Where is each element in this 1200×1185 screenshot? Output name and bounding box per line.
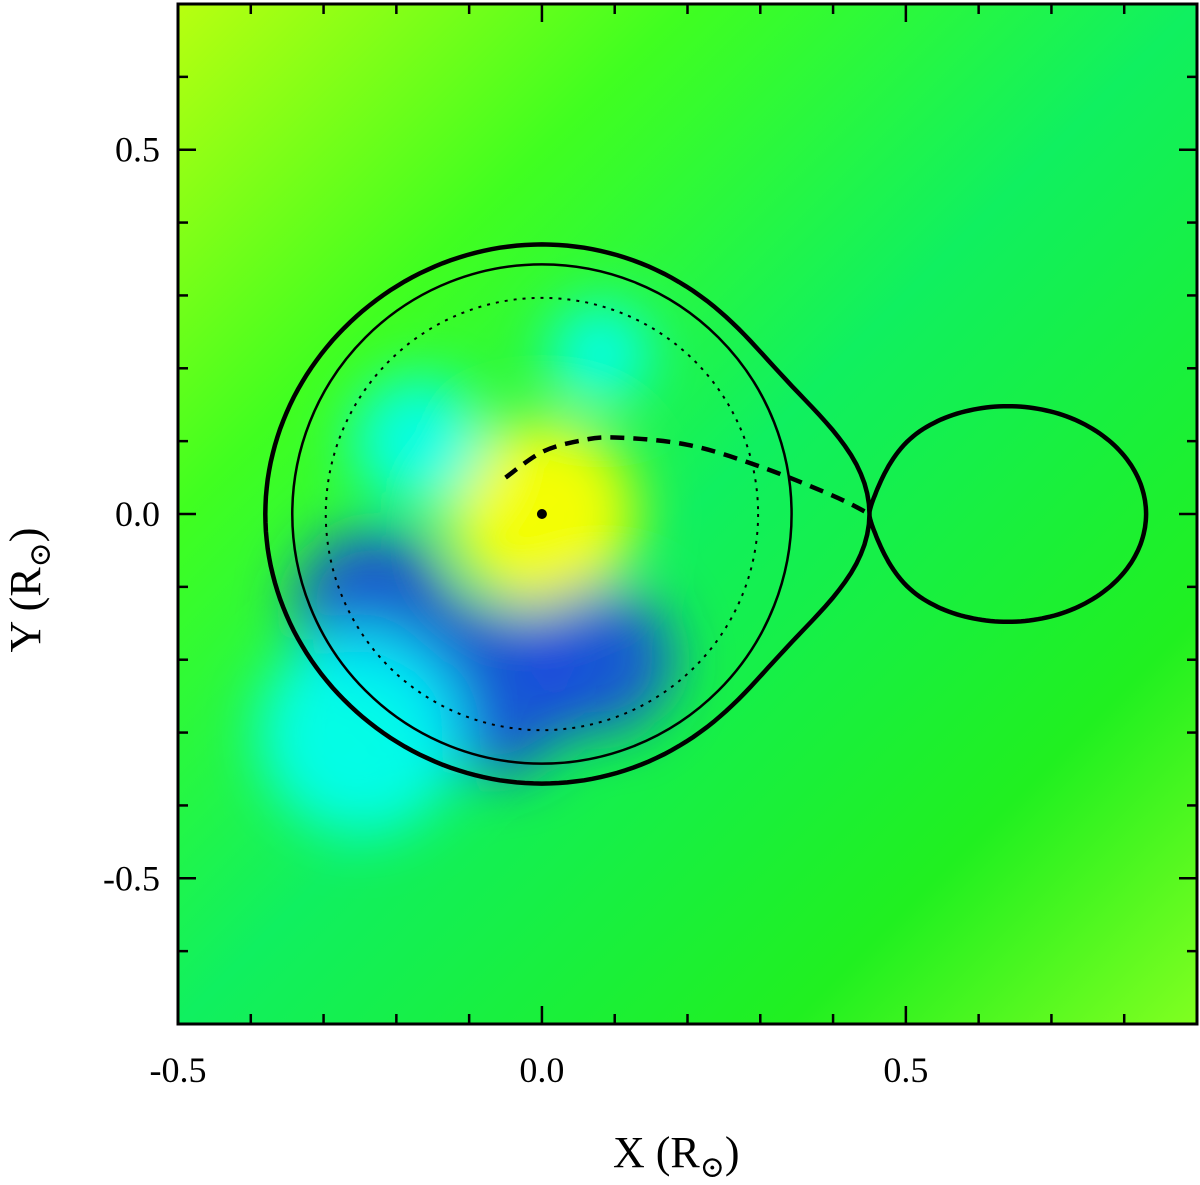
y-axis-label: Y (R⊙) — [1, 528, 57, 653]
color-field — [258, 302, 673, 835]
plot-background — [178, 4, 1197, 1024]
x-axis-label-text: X (R — [613, 1128, 700, 1177]
y-axis-close-paren: ) — [1, 528, 50, 543]
y-axis-label-text: Y (R — [1, 567, 50, 653]
x-axis-label: X (R⊙) — [613, 1128, 740, 1184]
color-blob-low — [527, 586, 673, 733]
solid-circle — [291, 263, 793, 765]
y-tick-label: 0.5 — [115, 130, 160, 170]
dotted-circle — [324, 296, 760, 732]
x-tick-label: 0.5 — [883, 1050, 928, 1090]
x-axis-sun-symbol: ⊙ — [700, 1151, 725, 1184]
stream-dashed-curve — [504, 435, 871, 517]
y-tick-label: 0.0 — [115, 494, 160, 534]
y-tick-label: -0.5 — [103, 858, 160, 898]
center-point — [536, 509, 547, 519]
x-axis-close-paren: ) — [725, 1128, 740, 1177]
axis-ticks — [176, 2, 1199, 1026]
color-blob-mid-low — [258, 630, 462, 835]
plot-area — [178, 4, 1197, 1024]
y-axis-sun-symbol: ⊙ — [24, 542, 57, 567]
color-blob-mid-low — [352, 375, 484, 507]
roche-lobe-curve — [263, 242, 1149, 786]
x-tick-label: 0.0 — [519, 1050, 564, 1090]
x-tick-label: -0.5 — [150, 1050, 207, 1090]
color-blob-mid-low — [549, 302, 652, 405]
tick-labels: -0.5 0.0 0.5 -0.5 0.0 0.5 — [103, 130, 928, 1090]
